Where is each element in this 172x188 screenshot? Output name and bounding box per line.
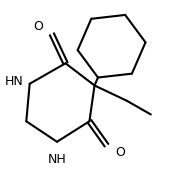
Text: NH: NH — [48, 153, 66, 166]
Text: O: O — [115, 146, 125, 159]
Text: HN: HN — [5, 75, 24, 88]
Text: O: O — [33, 20, 43, 33]
